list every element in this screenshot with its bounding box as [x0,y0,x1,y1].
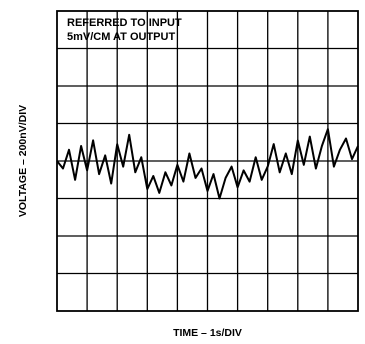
annotation-referred-to-input: REFERRED TO INPUT [67,17,182,29]
trace-layer [56,128,359,200]
series-line-0 [56,128,359,200]
annotation-scale-at-output: 5mV/CM AT OUTPUT [67,31,175,43]
y-axis-label: VOLTAGE – 200nV/DIV [17,105,29,217]
x-axis-label: TIME – 1s/DIV [173,327,242,339]
grid [57,11,358,311]
